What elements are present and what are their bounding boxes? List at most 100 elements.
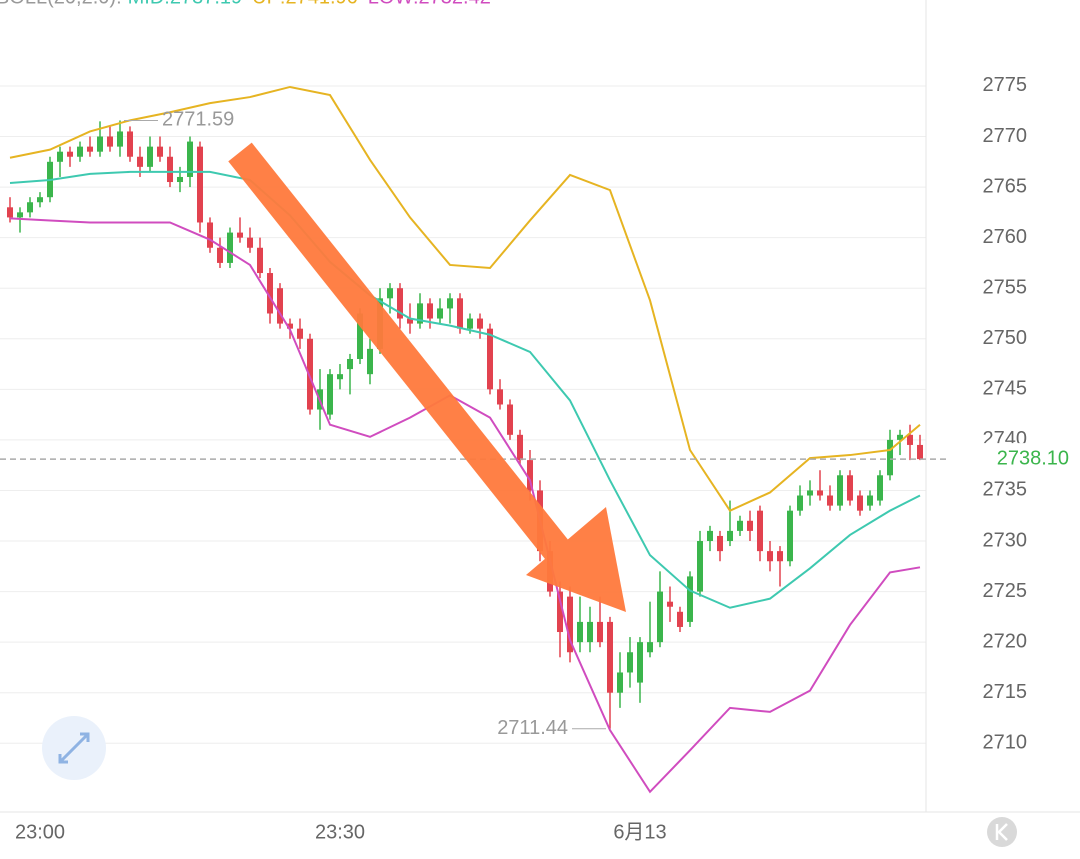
y-tick-label: 2715 xyxy=(983,681,1028,703)
candle-body xyxy=(847,475,853,501)
candle-body xyxy=(907,434,913,445)
candle-body xyxy=(17,212,23,218)
candle-body xyxy=(787,510,793,562)
y-tick-label: 2755 xyxy=(983,276,1028,298)
y-tick-label: 2720 xyxy=(983,630,1028,652)
y-tick-label: 2710 xyxy=(983,732,1028,754)
y-tick-label: 2770 xyxy=(983,125,1028,147)
candle-body xyxy=(207,222,213,248)
candle-body xyxy=(167,156,173,183)
candle-body xyxy=(637,642,643,683)
candle-body xyxy=(697,541,703,592)
candle-body xyxy=(577,621,583,643)
candle-body xyxy=(617,672,623,693)
candle-body xyxy=(757,510,763,552)
candle-body xyxy=(877,475,883,501)
collapse-bg[interactable] xyxy=(987,817,1017,847)
candle-body xyxy=(557,591,563,633)
y-tick-label: 2775 xyxy=(983,74,1028,96)
candle-body xyxy=(497,389,503,405)
candle-body xyxy=(607,621,613,693)
candle-body xyxy=(447,298,453,309)
candle-body xyxy=(467,318,473,329)
y-tick-label: 2745 xyxy=(983,378,1028,400)
candle-body xyxy=(77,146,83,157)
candle-body xyxy=(287,323,293,329)
arrow-head xyxy=(526,507,626,612)
candle-body xyxy=(357,313,363,359)
candle-body xyxy=(797,495,803,511)
candle-body xyxy=(807,490,813,496)
indicator-header: BOLL(20,2.0): MID:2737.19 UP:2741.96 LOW:2… xyxy=(0,0,491,8)
candle-body xyxy=(407,318,413,324)
candle-body xyxy=(237,232,243,238)
candle-body xyxy=(487,328,493,390)
candle-body xyxy=(527,460,533,491)
candle-body xyxy=(507,404,513,435)
candle-body xyxy=(217,247,223,263)
candle-body xyxy=(857,495,863,511)
y-tick-label: 2725 xyxy=(983,580,1028,602)
candle-body xyxy=(267,273,273,314)
candle-body xyxy=(427,303,433,319)
candle-body xyxy=(737,520,743,531)
candle-body xyxy=(827,495,833,506)
band-line xyxy=(9,217,921,794)
candle-body xyxy=(387,288,393,299)
y-tick-label: 2735 xyxy=(983,479,1028,501)
candle-body xyxy=(707,530,713,542)
collapse-button[interactable] xyxy=(987,817,1017,847)
candle-body xyxy=(117,131,123,147)
candle-body xyxy=(7,207,13,218)
candle-body xyxy=(867,495,873,506)
candle-body xyxy=(227,232,233,263)
x-tick-label: 23:00 xyxy=(15,821,65,843)
candle-body xyxy=(567,596,573,653)
last-price-box xyxy=(952,443,1074,476)
y-tick-label: 2760 xyxy=(983,226,1028,248)
candle-body xyxy=(477,318,483,329)
y-tick-label: 2750 xyxy=(983,327,1028,349)
x-tick-label: 6月13 xyxy=(613,821,666,843)
candle-body xyxy=(137,156,143,167)
candle-body xyxy=(417,303,423,324)
candle-body xyxy=(327,374,333,415)
candle-body xyxy=(397,288,403,319)
arrow-shaft xyxy=(228,142,577,570)
candle-body xyxy=(897,434,903,440)
indicator-up: UP:2741.96 xyxy=(252,0,358,8)
candle-body xyxy=(277,288,283,324)
candle-body xyxy=(187,141,193,177)
candle-body xyxy=(837,475,843,506)
indicator-name: BOLL(20,2.0): xyxy=(0,0,122,8)
candle-body xyxy=(87,146,93,152)
candle-body xyxy=(347,358,353,370)
candle-body xyxy=(27,202,33,213)
candle-body xyxy=(197,146,203,223)
collapse-icon xyxy=(995,823,1008,841)
candle-body xyxy=(777,551,783,562)
candle-body xyxy=(817,490,823,496)
high-label: 2771.59 xyxy=(162,109,234,131)
candle-body xyxy=(647,642,653,653)
candle-body xyxy=(657,591,663,643)
last-price-label: 2738.10 xyxy=(997,447,1069,469)
trend-arrow xyxy=(228,142,626,612)
candle-body xyxy=(97,136,103,152)
candle-body xyxy=(517,434,523,461)
candle-body xyxy=(627,652,633,673)
y-tick-label: 2765 xyxy=(983,175,1028,197)
candle-body xyxy=(677,611,683,627)
grid: 2710271527202725273027352740274527502755… xyxy=(0,74,1027,843)
expand-button[interactable] xyxy=(42,716,106,780)
candle-body xyxy=(887,439,893,476)
band-line xyxy=(9,85,921,512)
candle-body xyxy=(307,338,313,410)
candle-body xyxy=(667,601,673,607)
indicator-low: LOW:2732.42 xyxy=(368,0,491,8)
candle-body xyxy=(727,530,733,542)
candle-body xyxy=(337,374,343,380)
indicator-mid: MID:2737.19 xyxy=(128,0,243,8)
